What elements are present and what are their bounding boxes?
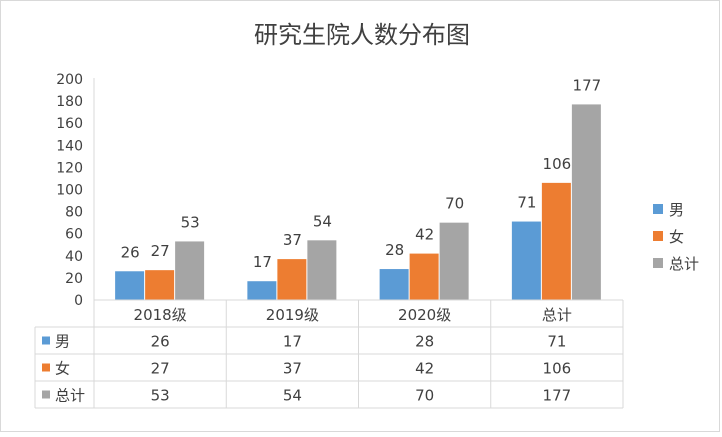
table-cell: 177 [543, 387, 572, 405]
table-cell: 28 [415, 333, 434, 351]
y-tick-label: 180 [56, 94, 83, 110]
y-axis: 0 20 40 60 80 100 120 140 160 180 200 [56, 72, 95, 309]
y-tick-label: 80 [65, 205, 83, 221]
bar [277, 259, 307, 300]
bar [541, 182, 571, 300]
data-label: 28 [385, 241, 404, 259]
table-cell: 70 [415, 387, 434, 405]
y-tick-label: 160 [56, 116, 83, 132]
table-series-name: 女 [55, 360, 70, 378]
table-cell: 17 [283, 333, 302, 351]
data-label: 17 [253, 253, 272, 271]
bar [409, 253, 439, 300]
legend-label: 总计 [669, 255, 699, 273]
table-cell: 27 [151, 360, 170, 378]
table-cell: 42 [415, 360, 434, 378]
x-tick-label: 2018级 [134, 306, 187, 324]
bar [439, 222, 469, 300]
chart-title: 研究生院人数分布图 [254, 21, 470, 49]
table-cell: 106 [543, 360, 572, 378]
data-label: 26 [121, 243, 140, 261]
data-label: 27 [151, 242, 170, 260]
bar [115, 271, 145, 300]
x-tick-label: 总计 [542, 306, 572, 324]
table-series-name: 总计 [55, 387, 85, 405]
y-tick-label: 200 [56, 72, 83, 88]
y-tick-label: 20 [65, 271, 83, 287]
data-label: 53 [181, 213, 200, 231]
y-tick-label: 120 [56, 160, 83, 176]
x-tick-label: 2020级 [398, 306, 451, 324]
table-legend-key [42, 363, 50, 372]
bar [571, 104, 601, 300]
y-tick-label: 140 [56, 138, 83, 154]
legend-label: 女 [669, 228, 684, 246]
data-label: 177 [573, 76, 602, 94]
bar [307, 240, 337, 300]
bar [379, 269, 409, 300]
bar [175, 241, 205, 300]
y-tick-label: 100 [56, 183, 83, 199]
bars [115, 104, 601, 300]
data-labels: 26 27 53 17 37 54 28 42 70 71 106 177 [121, 76, 602, 271]
table-legend-key [42, 336, 50, 345]
data-label: 37 [283, 231, 302, 249]
table-cell: 53 [151, 387, 170, 405]
data-label: 54 [313, 212, 332, 230]
table-cell: 71 [547, 333, 566, 351]
legend-key [653, 231, 663, 241]
legend-key [653, 258, 663, 268]
table-cell: 26 [151, 333, 170, 351]
bar [511, 221, 541, 300]
x-tick-label: 2019级 [266, 306, 319, 324]
bar [145, 270, 175, 300]
data-label: 70 [445, 195, 464, 213]
y-tick-label: 60 [65, 227, 83, 243]
data-label: 42 [415, 226, 434, 244]
y-tick-label: 0 [74, 293, 83, 309]
table-legend-key [42, 390, 50, 399]
table-cell: 54 [283, 387, 302, 405]
bar [247, 281, 277, 300]
table-series-name: 男 [55, 333, 70, 351]
y-tick-label: 40 [65, 249, 83, 265]
data-label: 71 [517, 194, 536, 212]
legend-label: 男 [669, 201, 684, 219]
table-cell: 37 [283, 360, 302, 378]
data-label: 106 [543, 155, 572, 173]
legend-key [653, 204, 663, 214]
